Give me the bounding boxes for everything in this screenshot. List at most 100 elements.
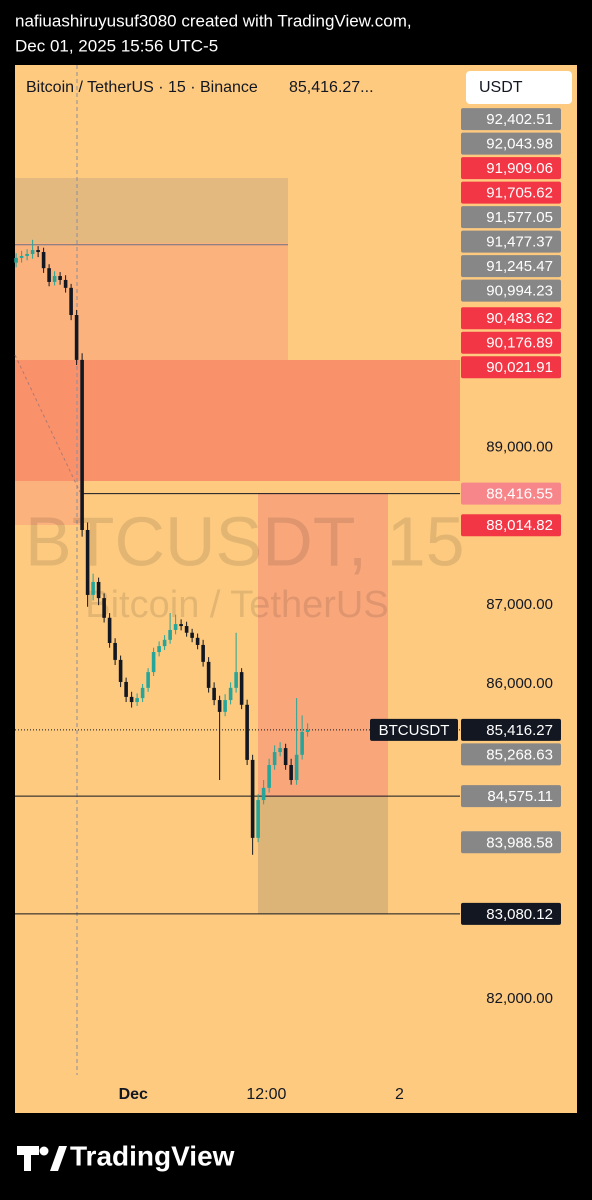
candle-body	[272, 752, 277, 766]
candle-body	[69, 287, 73, 316]
candle-body	[30, 250, 35, 254]
price-tag-label: 91,245.47	[486, 258, 553, 275]
price-tag	[461, 356, 561, 379]
price-tag	[461, 743, 561, 766]
price-tag	[461, 331, 561, 354]
price-tag-label: 92,402.51	[486, 111, 553, 128]
candle-body	[190, 632, 194, 638]
price-tag-label: 90,021.91	[486, 359, 553, 376]
author-line: nafiuashiruyusuf3080 created with Tradin…	[15, 11, 412, 30]
date-line: Dec 01, 2025 15:56 UTC-5	[15, 36, 218, 55]
price-tag	[461, 108, 561, 131]
price-tag	[461, 132, 561, 155]
price-tag-label: 83,988.58	[486, 834, 553, 851]
price-tag	[461, 514, 561, 537]
candle-body	[47, 268, 51, 282]
candle-body	[91, 581, 95, 595]
price-tag	[461, 831, 561, 854]
stop-zone	[258, 797, 388, 914]
candle-body	[168, 629, 172, 640]
zone	[15, 360, 460, 481]
candle-body	[80, 359, 84, 530]
candle-body	[195, 637, 200, 645]
price-tag	[461, 279, 561, 302]
candle-body	[107, 617, 112, 643]
candle-body	[118, 659, 123, 682]
candle-body	[113, 642, 117, 660]
price-tag	[461, 230, 561, 253]
candle-body	[124, 681, 128, 697]
candle-body	[206, 661, 211, 688]
price-tag-label: 91,577.05	[486, 209, 553, 226]
candle-body	[58, 276, 62, 280]
currency[interactable]: USDT	[479, 79, 523, 96]
candle-body	[52, 276, 57, 282]
price-tag-label: 90,483.62	[486, 310, 553, 327]
price-tag-label: 91,909.06	[486, 160, 553, 177]
watermark-sub: Bitcoin / TetherUS	[85, 584, 388, 626]
candle-body	[74, 315, 79, 360]
price-tag	[461, 307, 561, 330]
candle-body	[14, 257, 18, 263]
legend: Bitcoin / TetherUS · 15 · Binance	[26, 79, 258, 96]
candle-body	[146, 672, 150, 688]
price-tag	[461, 785, 561, 808]
y-tick-label: 89,000.00	[486, 439, 553, 456]
price-tag-label: 90,176.89	[486, 335, 553, 352]
price-tag-label: 88,416.55	[486, 486, 553, 503]
candle-body	[289, 765, 293, 780]
candle-body	[245, 704, 249, 760]
price-tag-label: 90,994.23	[486, 283, 553, 300]
candle-body	[267, 765, 271, 788]
candle-body	[157, 646, 161, 653]
candle-body	[140, 687, 145, 699]
candle-body	[96, 581, 101, 599]
x-tick-label: 12:00	[246, 1086, 286, 1103]
candle-body	[201, 644, 205, 662]
y-tick-label: 86,000.00	[486, 675, 553, 692]
zone	[15, 178, 288, 243]
last-price-tag	[461, 718, 561, 741]
price-tag	[461, 902, 561, 925]
price-tag-label: 83,080.12	[486, 906, 553, 923]
candle-body	[162, 639, 167, 647]
currency-button[interactable]	[466, 71, 572, 104]
y-tick-label: 87,000.00	[486, 596, 553, 613]
candle-body	[135, 698, 139, 703]
candle-body	[278, 748, 282, 753]
symbol-tag-label: BTCUSDT	[379, 722, 450, 739]
candle-body	[294, 754, 299, 780]
candle-body	[234, 672, 238, 688]
price-tag-label: 84,575.11	[487, 788, 553, 805]
watermark: BTCUSDT, 15	[25, 502, 465, 580]
candle-body	[217, 700, 222, 712]
candle-body	[283, 748, 288, 766]
candle-body	[250, 759, 255, 838]
candle-body	[19, 255, 24, 258]
logo	[17, 1146, 67, 1171]
candle-body	[256, 800, 260, 838]
candle-body	[173, 624, 178, 630]
legend-price: 85,416.27...	[289, 79, 374, 96]
price-tag-label: 88,014.82	[486, 517, 553, 534]
candle-body	[300, 731, 304, 755]
price-tag-label: 91,477.37	[486, 234, 553, 251]
x-tick-label: 2	[395, 1086, 404, 1103]
candle-body	[179, 624, 183, 627]
price-tag-label: 92,043.98	[486, 136, 553, 153]
brand: TradingView	[70, 1140, 235, 1171]
candle-body	[212, 687, 216, 701]
candle-body	[102, 598, 106, 618]
trend-line	[14, 354, 81, 493]
candle-body	[63, 279, 68, 288]
price-tag-label: 85,268.63	[486, 746, 553, 763]
symbol-tag	[370, 718, 458, 741]
candle-body	[129, 696, 134, 703]
candle-body	[305, 729, 310, 732]
candle-body	[41, 252, 46, 269]
zone	[83, 243, 288, 360]
candle-body	[239, 672, 244, 705]
x-tick-label: Dec	[119, 1086, 148, 1103]
y-tick-label: 82,000.00	[486, 990, 553, 1007]
